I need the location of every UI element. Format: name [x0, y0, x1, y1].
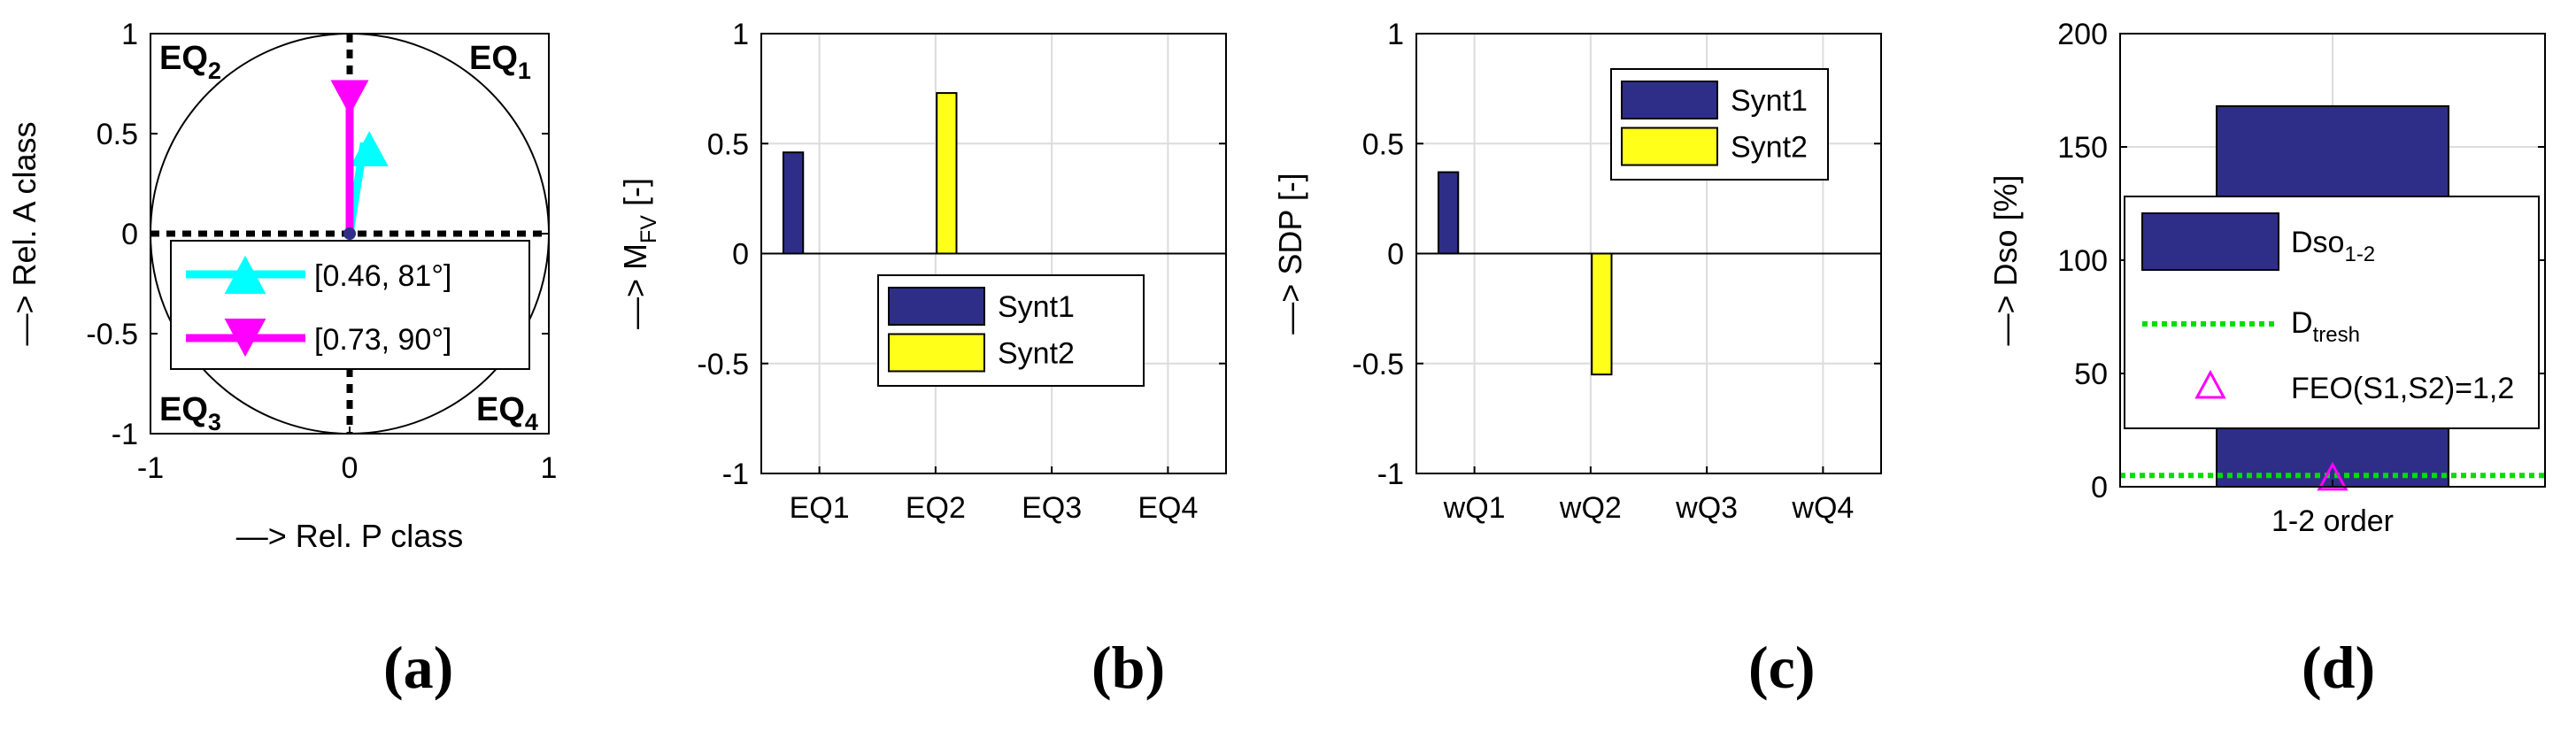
y-tick-label: 0: [2091, 471, 2108, 504]
y-tick-label: 50: [2074, 358, 2108, 391]
legend-label: Dso1-2: [2291, 226, 2375, 266]
y-axis-label: —> Dso [%]: [1987, 174, 2024, 345]
legend-label: Synt1: [1731, 84, 1808, 118]
bar-synt1: [782, 151, 805, 255]
legend-label: Dtresh: [2291, 306, 2360, 347]
y-tick-label: 1: [732, 18, 749, 51]
legend-swatch: [1621, 127, 1718, 166]
y-tick-label: -0.5: [86, 318, 138, 351]
legend-marker: [2194, 369, 2226, 399]
legend-swatch: [2141, 212, 2279, 271]
x-axis-label: —> Rel. P class: [236, 518, 463, 554]
chart-d: 0 50 100 150 200 1-2 order —> Dso [%] Dso1-2 Dtr…: [1987, 18, 2546, 538]
x-tick-label: 1-2 order: [2271, 504, 2394, 538]
legend-swatch: [888, 287, 985, 326]
quadrant-label: EQ3: [159, 391, 221, 435]
y-tick-label: 0.5: [707, 127, 749, 161]
x-tick-label: 1: [541, 451, 558, 485]
y-tick-label: 1: [121, 18, 138, 51]
x-tick-label: EQ1: [790, 491, 850, 525]
y-tick-label: -0.5: [697, 348, 749, 381]
y-tick-label: -1: [112, 418, 138, 451]
legend-label: FEO(S1,S2)=1,2: [2291, 372, 2514, 405]
y-tick-label: 0.5: [1362, 127, 1404, 161]
vector-marker: [330, 80, 369, 116]
y-tick-label: -1: [722, 458, 749, 491]
legend-swatch: [1621, 81, 1718, 119]
x-tick-label: EQ4: [1138, 491, 1198, 525]
chart-a: -1 0 1 -1 -0.5 0 0.5 1 —> Rel. P class —> Rel. A …: [6, 18, 557, 554]
legend-swatch: [888, 333, 985, 373]
legend-label: [0.46, 81°]: [314, 259, 451, 293]
y-tick-label: 0: [732, 238, 749, 272]
origin-point: [343, 227, 356, 240]
legend-label: Synt1: [998, 290, 1075, 324]
legend-label: Synt2: [998, 337, 1075, 371]
legend-label: Synt2: [1731, 131, 1808, 165]
panel-label-d: (d): [2302, 634, 2376, 701]
legend-box: [170, 240, 530, 370]
x-tick-label: wQ2: [1559, 491, 1622, 525]
x-tick-label: EQ2: [906, 491, 966, 525]
bar-synt2: [936, 92, 958, 255]
legend-marker: [224, 255, 266, 294]
y-tick-label: 1: [1387, 18, 1404, 51]
x-tick-label: wQ4: [1791, 491, 1854, 525]
bar-synt2: [1591, 252, 1613, 376]
legend-marker: [224, 319, 266, 358]
panel-label-b: (b): [1091, 634, 1166, 701]
legend-a: [0.46, 81°] [0.73, 90°]: [170, 240, 530, 370]
x-tick-label: EQ3: [1022, 491, 1082, 525]
x-tick-label: wQ1: [1443, 491, 1506, 525]
bar-synt1: [1437, 171, 1460, 255]
legend-c: Synt1 Synt2: [1610, 68, 1829, 181]
x-tick-label: -1: [137, 451, 164, 485]
y-tick-label: 200: [2057, 18, 2108, 51]
y-tick-label: 0: [121, 218, 138, 251]
y-tick-label: 0.5: [96, 118, 138, 151]
y-axis-label: —> Rel. A class: [6, 121, 42, 345]
y-tick-label: 0: [1387, 238, 1404, 272]
legend-label: [0.73, 90°]: [314, 323, 451, 357]
quadrant-label: EQ2: [159, 40, 221, 84]
y-axis-label: —> MFV [-]: [617, 178, 661, 329]
x-tick-label: 0: [342, 451, 359, 485]
y-tick-label: 100: [2057, 244, 2108, 278]
panel-label-a: (a): [383, 634, 454, 701]
quadrant-label: EQ1: [469, 40, 531, 84]
legend-b: Synt1 Synt2: [877, 274, 1145, 387]
panel-label-c: (c): [1748, 634, 1816, 701]
y-axis-label: —> SDP [-]: [1272, 173, 1308, 334]
feo-marker: [2317, 461, 2348, 491]
y-tick-label: -0.5: [1352, 348, 1404, 381]
y-tick-label: -1: [1377, 458, 1404, 491]
quadrant-label: EQ4: [476, 391, 538, 435]
legend-d: Dso1-2 Dtresh FEO(S1,S2)=1,2: [2124, 196, 2540, 429]
y-tick-label: 150: [2057, 131, 2108, 165]
x-tick-label: wQ3: [1675, 491, 1738, 525]
vector-marker: [350, 131, 389, 166]
